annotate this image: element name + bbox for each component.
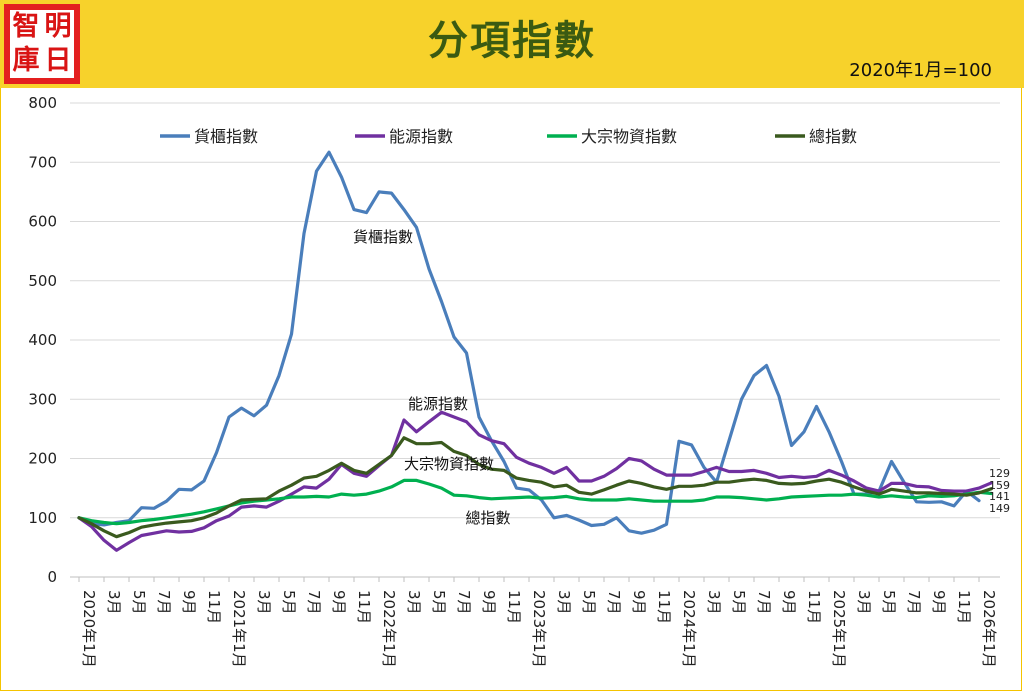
x-tick-label: 5月: [580, 590, 598, 615]
series-annotation: 大宗物資指數: [404, 455, 494, 473]
y-tick-label: 100: [28, 509, 57, 527]
logo: 智 明 庫 日: [4, 4, 80, 84]
x-tick-label: 2021年1月: [230, 590, 248, 668]
y-tick-label: 400: [28, 331, 57, 349]
series-annotation: 總指數: [465, 509, 510, 527]
y-tick-label: 700: [28, 153, 57, 171]
legend-label: 能源指數: [389, 127, 453, 146]
x-tick-label: 11月: [505, 590, 523, 624]
x-tick-label: 5月: [430, 590, 448, 615]
x-tick-label: 2020年1月: [80, 590, 98, 668]
x-tick-label: 9月: [930, 590, 948, 615]
x-tick-label: 9月: [330, 590, 348, 615]
x-tick-label: 7月: [155, 590, 173, 615]
series-lines: [77, 150, 994, 552]
x-tick-label: 3月: [555, 590, 573, 615]
end-value-label: 159: [989, 479, 1010, 492]
x-tick-label: 3月: [255, 590, 273, 615]
x-tick-label: 3月: [855, 590, 873, 615]
chart-subtitle: 2020年1月=100: [849, 60, 992, 81]
y-tick-label: 500: [28, 272, 57, 290]
x-tick-label: 3月: [705, 590, 723, 615]
series-annotation: 貨櫃指數: [353, 228, 413, 246]
chart-title: 分項指數: [428, 18, 596, 64]
legend-label: 總指數: [809, 127, 857, 146]
x-tick-label: 5月: [730, 590, 748, 615]
series-line: [77, 150, 981, 535]
x-tick-label: 2025年1月: [830, 590, 848, 668]
y-axis: 0 100 200 300 400 500 600 700 800: [28, 94, 57, 586]
end-value-label: 149: [989, 502, 1010, 515]
y-tick-label: 600: [28, 213, 57, 231]
x-tick-label: 11月: [805, 590, 823, 624]
x-tick-label: 3月: [105, 590, 123, 615]
legend: 貨櫃指數 能源指數 大宗物資指數 總指數: [160, 127, 857, 146]
x-tick-label: 5月: [880, 590, 898, 615]
end-value-label: 141: [989, 490, 1010, 503]
series-line: [77, 410, 994, 552]
header-banner: 智 明 庫 日 分項指數 2020年1月=100: [0, 0, 1024, 88]
x-tick-label: 11月: [955, 590, 973, 624]
x-tick-label: 5月: [130, 590, 148, 615]
series-annotation: 能源指數: [408, 395, 468, 413]
y-tick-label: 0: [47, 568, 57, 586]
legend-label: 大宗物資指數: [581, 127, 677, 146]
y-tick-label: 200: [28, 450, 57, 468]
x-tick-label: 2024年1月: [680, 590, 698, 668]
x-tick-label: 7月: [755, 590, 773, 615]
x-tick-label: 9月: [480, 590, 498, 615]
logo-char: 庫: [12, 45, 40, 76]
logo-inner: 智 明 庫 日: [10, 10, 74, 78]
x-tick-label: 9月: [630, 590, 648, 615]
x-tick-label: 7月: [905, 590, 923, 615]
logo-char: 日: [44, 45, 72, 76]
x-tick-label: 11月: [205, 590, 223, 624]
logo-char: 明: [44, 11, 72, 42]
x-axis: 2020年1月 3月 5月 7月 9月 11月 2021年1月 3月 5月 7月 9月 11月 2022…: [78, 577, 998, 668]
line-chart: 0 100 200 300 400 500 600 700 800 2020年1月 3月 5月 7月 9…: [28, 94, 1010, 668]
logo-char: 智: [12, 11, 40, 42]
x-tick-label: 9月: [780, 590, 798, 615]
x-tick-label: 7月: [605, 590, 623, 615]
x-tick-label: 11月: [655, 590, 673, 624]
y-tick-label: 300: [28, 390, 57, 408]
x-tick-label: 11月: [355, 590, 373, 624]
x-tick-label: 7月: [305, 590, 323, 615]
x-tick-label: 2026年1月: [980, 590, 998, 668]
y-tick-label: 800: [28, 94, 57, 112]
grid-lines: [70, 102, 1000, 578]
x-tick-label: 2023年1月: [530, 590, 548, 668]
end-value-label: 129: [989, 467, 1010, 480]
x-tick-label: 7月: [455, 590, 473, 615]
x-tick-label: 5月: [280, 590, 298, 615]
x-tick-label: 9月: [180, 590, 198, 615]
legend-label: 貨櫃指數: [194, 127, 258, 146]
x-tick-label: 2022年1月: [380, 590, 398, 668]
series-line: [77, 436, 994, 539]
x-tick-label: 3月: [405, 590, 423, 615]
